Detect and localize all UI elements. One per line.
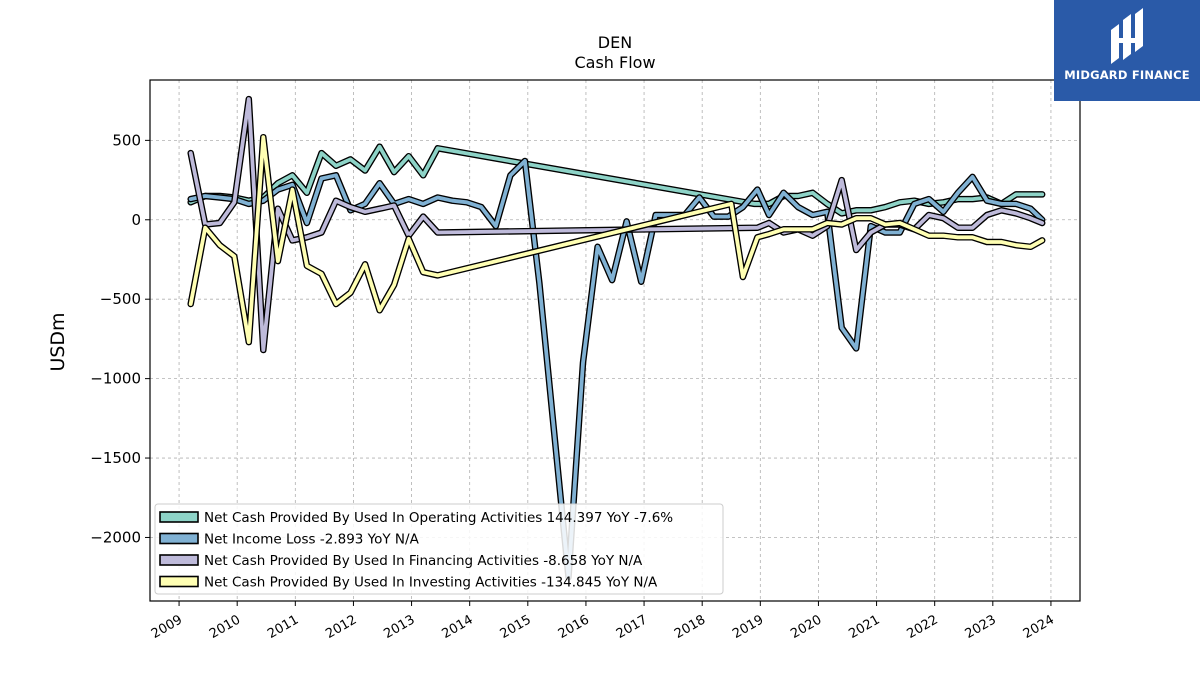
- series-line-stroke: [188, 135, 1045, 344]
- series-line-outline: [187, 95, 1046, 354]
- x-tick-label: 2017: [614, 612, 650, 642]
- y-tick-label: −2000: [90, 528, 141, 546]
- x-tick-label: 2022: [905, 612, 941, 642]
- series-line: [187, 95, 1046, 354]
- y-tick-label: −1500: [90, 449, 141, 467]
- legend-label: Net Income Loss -2.893 YoY N/A: [204, 532, 420, 548]
- chart-subtitle: Cash Flow: [574, 53, 655, 72]
- legend-swatch: [159, 554, 199, 566]
- x-tick-label: 2023: [963, 612, 999, 642]
- legend-label: Net Cash Provided By Used In Operating A…: [204, 510, 673, 526]
- logo-icon: [1111, 8, 1143, 64]
- x-tick-label: 2011: [265, 612, 301, 642]
- x-tick-label: 2012: [323, 612, 359, 642]
- y-tick-label: 500: [112, 131, 141, 149]
- x-tick-label: 2010: [207, 612, 243, 642]
- plot-frame: [149, 79, 1081, 602]
- y-tick-label: 0: [131, 211, 141, 229]
- series-lines: [187, 95, 1046, 581]
- y-axis-label: USDm: [47, 312, 69, 371]
- x-tick-label: 2021: [846, 612, 882, 642]
- x-tick-label: 2020: [788, 612, 824, 642]
- x-tick-label: 2019: [730, 612, 766, 642]
- legend-swatch: [159, 532, 199, 545]
- x-tick-label: 2009: [149, 612, 185, 642]
- series-line-stroke: [188, 97, 1045, 352]
- legend-box: [154, 503, 724, 595]
- legend-swatch: [159, 511, 199, 523]
- x-axis: 2009 2010 2011 2012 2013 2014 2015 2016 2017 2018…: [149, 601, 1057, 642]
- legend-label: Net Cash Provided By Used In Investing A…: [204, 575, 658, 591]
- x-tick-label: 2015: [498, 612, 534, 642]
- grid: [150, 80, 1080, 601]
- x-tick-label: 2018: [672, 612, 708, 642]
- logo-text: MIDGARD FINANCE: [1064, 68, 1190, 82]
- x-tick-label: 2014: [440, 612, 476, 642]
- x-tick-label: 2016: [556, 612, 592, 642]
- chart-title: DEN: [598, 33, 632, 52]
- legend: Net Cash Provided By Used In Operating A…: [154, 503, 724, 595]
- x-tick-label: 2013: [381, 612, 417, 642]
- series-line: [187, 133, 1046, 346]
- midgard-finance-logo: MIDGARD FINANCE: [1054, 0, 1200, 101]
- legend-swatch: [159, 575, 199, 588]
- y-axis: 500 0 −500 −1000 −1500 −2000: [90, 131, 150, 546]
- legend-label: Net Cash Provided By Used In Financing A…: [204, 553, 643, 569]
- x-tick-label: 2024: [1021, 612, 1057, 642]
- y-tick-label: −1000: [90, 370, 141, 388]
- y-tick-label: −500: [100, 290, 141, 308]
